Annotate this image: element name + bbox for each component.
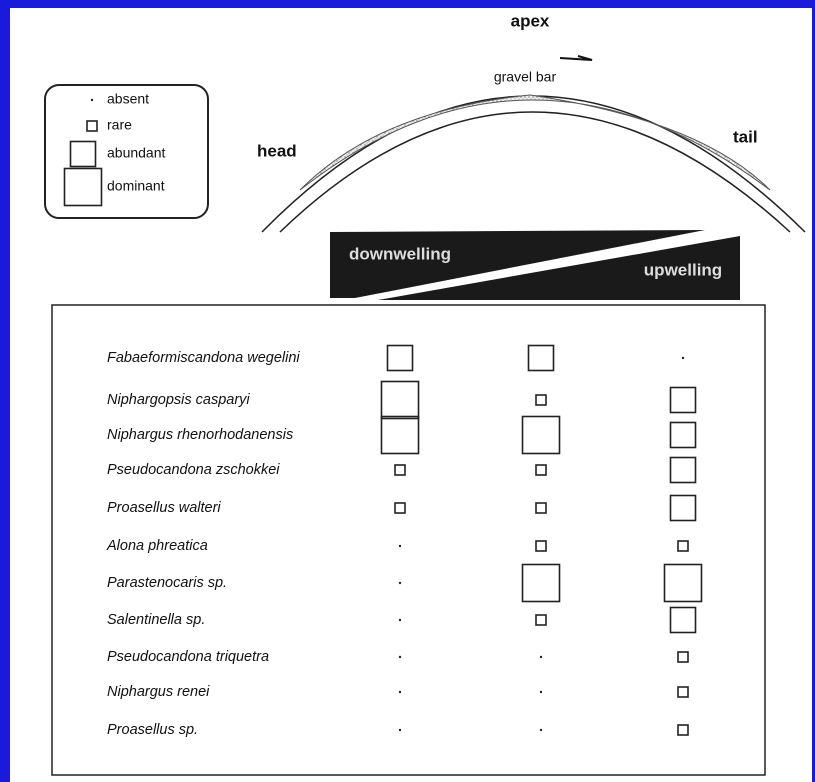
abundance-symbol bbox=[677, 686, 689, 698]
abundance-symbol bbox=[535, 464, 547, 476]
abundance-symbol bbox=[677, 724, 689, 736]
abundance-symbol bbox=[398, 544, 402, 548]
abundance-symbol bbox=[398, 581, 402, 585]
abundance-symbol bbox=[380, 380, 420, 420]
gravel-bar bbox=[299, 94, 771, 191]
species-name: Fabaeformiscandona wegelini bbox=[107, 350, 300, 366]
legend-label: dominant bbox=[107, 178, 165, 194]
legend-label: rare bbox=[107, 117, 132, 133]
head-label: head bbox=[257, 141, 297, 160]
abundance-symbol bbox=[398, 690, 402, 694]
abundance-symbol bbox=[380, 415, 420, 455]
species-name: Salentinella sp. bbox=[107, 612, 205, 628]
species-name: Pseudocandona zschokkei bbox=[107, 462, 280, 478]
abundance-symbol bbox=[521, 563, 561, 603]
abundance-symbol bbox=[535, 502, 547, 514]
bar-label: gravel bar bbox=[494, 69, 557, 85]
species-name: Proasellus walteri bbox=[107, 500, 221, 516]
abundance-symbol bbox=[394, 464, 406, 476]
legend-symbol bbox=[69, 140, 97, 168]
species-name: Parastenocaris sp. bbox=[107, 575, 227, 591]
abundance-symbol bbox=[669, 386, 697, 414]
abundance-symbol bbox=[535, 614, 547, 626]
downwelling-wedge bbox=[330, 230, 705, 298]
abundance-symbol bbox=[669, 494, 697, 522]
abundance-symbol bbox=[539, 690, 543, 694]
table-box bbox=[51, 304, 766, 776]
abundance-symbol bbox=[677, 651, 689, 663]
species-name: Alona phreatica bbox=[106, 538, 208, 554]
tail-label: tail bbox=[733, 127, 758, 146]
apex-label: apex bbox=[511, 11, 550, 30]
abundance-symbol bbox=[527, 344, 555, 372]
abundance-symbol bbox=[521, 415, 561, 455]
species-name: Niphargopsis casparyi bbox=[107, 392, 250, 408]
abundance-symbol bbox=[681, 356, 685, 360]
downwelling-label: downwelling bbox=[349, 244, 451, 263]
upwelling-wedge bbox=[378, 236, 740, 300]
abundance-symbol bbox=[663, 563, 703, 603]
arc-inner bbox=[279, 111, 791, 233]
abundance-symbol bbox=[535, 394, 547, 406]
legend-symbol bbox=[90, 98, 94, 102]
abundance-symbol bbox=[669, 421, 697, 449]
species-name: Niphargus rhenorhodanensis bbox=[107, 427, 293, 443]
legend-symbol bbox=[63, 167, 103, 207]
flow-arrow bbox=[559, 55, 593, 61]
abundance-symbol bbox=[394, 502, 406, 514]
species-name: Proasellus sp. bbox=[107, 722, 198, 738]
upwelling-label: upwelling bbox=[644, 260, 722, 279]
abundance-symbol bbox=[669, 456, 697, 484]
abundance-symbol bbox=[539, 655, 543, 659]
abundance-symbol bbox=[539, 728, 543, 732]
abundance-symbol bbox=[398, 728, 402, 732]
abundance-symbol bbox=[386, 344, 414, 372]
legend-label: abundant bbox=[107, 145, 166, 161]
legend-symbol bbox=[86, 120, 98, 132]
abundance-symbol bbox=[398, 655, 402, 659]
legend-label: absent bbox=[107, 91, 149, 107]
legend-box bbox=[44, 84, 209, 219]
species-name: Niphargus renei bbox=[107, 684, 210, 700]
abundance-symbol bbox=[535, 540, 547, 552]
abundance-symbol bbox=[677, 540, 689, 552]
abundance-symbol bbox=[398, 618, 402, 622]
species-name: Pseudocandona triquetra bbox=[107, 649, 269, 665]
abundance-symbol bbox=[669, 606, 697, 634]
